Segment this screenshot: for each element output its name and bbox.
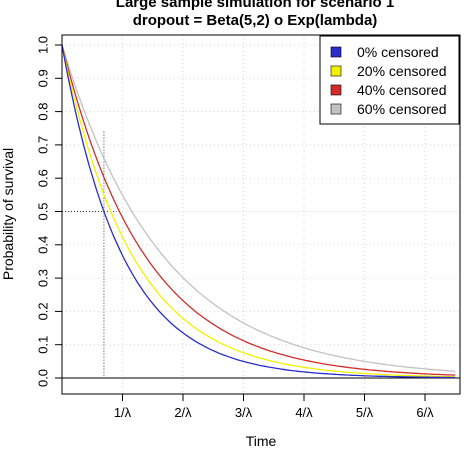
y-tick-label-5: 0.5: [36, 202, 51, 220]
y-tick-label-10: 1.0: [36, 36, 51, 54]
y-tick-label-6: 0.6: [36, 169, 51, 187]
x-axis-label: Time: [246, 433, 277, 449]
chart-title-line-2: dropout = Beta(5,2) o Exp(lambda): [133, 12, 378, 29]
x-tick-label-1: 1/λ: [114, 405, 132, 420]
median-reference-lines: [62, 131, 460, 379]
legend-label-3: 40% censored: [357, 82, 447, 98]
survival-curves: [61, 44, 456, 379]
y-tick-label-0: 0.0: [36, 369, 51, 387]
y-tick-label-2: 0.2: [36, 302, 51, 320]
legend-swatch-4: [330, 103, 342, 115]
y-tick-label-9: 0.9: [36, 69, 51, 87]
x-axis: 1/λ 2/λ 3/λ 4/λ 5/λ 6/λ: [114, 394, 434, 420]
series-line-4: [61, 44, 456, 372]
y-tick-label-1: 0.1: [36, 336, 51, 354]
legend-box: [319, 35, 460, 125]
x-tick-label-3: 3/λ: [235, 405, 253, 420]
x-tick-label-2: 2/λ: [174, 405, 192, 420]
plot-frame: [61, 34, 461, 395]
series-line-3: [61, 44, 456, 376]
y-tick-label-7: 0.7: [36, 136, 51, 154]
legend: 0% censored 20% censored 40% censored 60% c…: [319, 35, 460, 125]
y-tick-label-4: 0.4: [36, 236, 51, 254]
x-tick-label-5: 5/λ: [356, 405, 374, 420]
legend-swatch-2: [330, 65, 342, 77]
chart-title-line-1: Large sample simulation for scenario 1: [116, 0, 394, 11]
legend-label-1: 0% censored: [357, 44, 439, 60]
y-tick-label-3: 0.3: [36, 269, 51, 287]
legend-swatch-3: [330, 84, 342, 96]
legend-label-2: 20% censored: [357, 63, 447, 79]
y-axis: 0.0 0.1 0.2 0.3 0.4 0.5 0.6 0.7 0.8 0.9 1.0: [36, 36, 62, 387]
x-tick-label-4: 4/λ: [295, 405, 313, 420]
series-line-1: [61, 44, 456, 379]
series-line-2: [61, 44, 456, 378]
y-tick-label-8: 0.8: [36, 103, 51, 121]
legend-swatch-1: [330, 46, 342, 58]
x-tick-label-6: 6/λ: [416, 405, 434, 420]
y-axis-label: Probability of survival: [0, 148, 16, 280]
legend-label-4: 60% censored: [357, 101, 447, 117]
